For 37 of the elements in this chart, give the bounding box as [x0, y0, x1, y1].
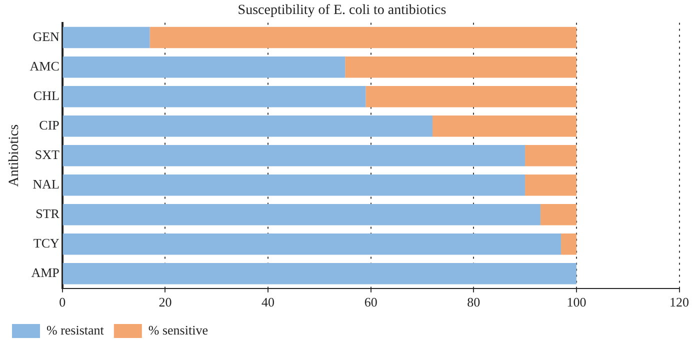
bar	[525, 144, 576, 166]
y-tick-label: GEN	[32, 28, 60, 44]
bar	[62, 263, 576, 284]
y-tick-label: NAL	[32, 176, 60, 192]
bar	[540, 204, 576, 226]
bar	[432, 115, 576, 137]
bar	[525, 174, 576, 196]
x-tick-label: 0	[59, 294, 66, 310]
bar	[150, 26, 576, 48]
bar	[62, 115, 433, 137]
bar	[62, 204, 540, 226]
x-tick-label: 20	[158, 294, 172, 310]
bar	[62, 144, 526, 166]
y-tick-label: STR	[36, 206, 60, 222]
x-tick-label: 100	[566, 294, 586, 310]
chart-title: Susceptibility of E. coli to antibiotics	[238, 3, 446, 18]
x-tick-label: 80	[467, 294, 480, 310]
bar	[561, 234, 576, 255]
bar	[62, 174, 526, 196]
bar	[366, 86, 576, 108]
bar	[345, 56, 576, 78]
x-tick-label: 120	[670, 294, 689, 310]
bar	[62, 86, 366, 108]
bar	[62, 234, 562, 255]
y-tick-label: CHL	[33, 88, 60, 103]
y-tick-label: AMC	[30, 58, 60, 74]
y-axis-title: Antibiotics	[7, 124, 22, 187]
x-tick-label: 40	[262, 294, 275, 310]
y-tick-label: SXT	[34, 147, 60, 162]
bar	[62, 26, 150, 48]
bar	[62, 56, 346, 78]
x-tick-label: 60	[364, 294, 378, 310]
y-tick-label: CIP	[39, 118, 60, 133]
legend-label: % resistant	[46, 322, 104, 338]
y-tick-label: TCY	[33, 236, 60, 251]
y-tick-label: AMP	[31, 265, 60, 280]
legend-label: % sensitive	[148, 322, 208, 338]
